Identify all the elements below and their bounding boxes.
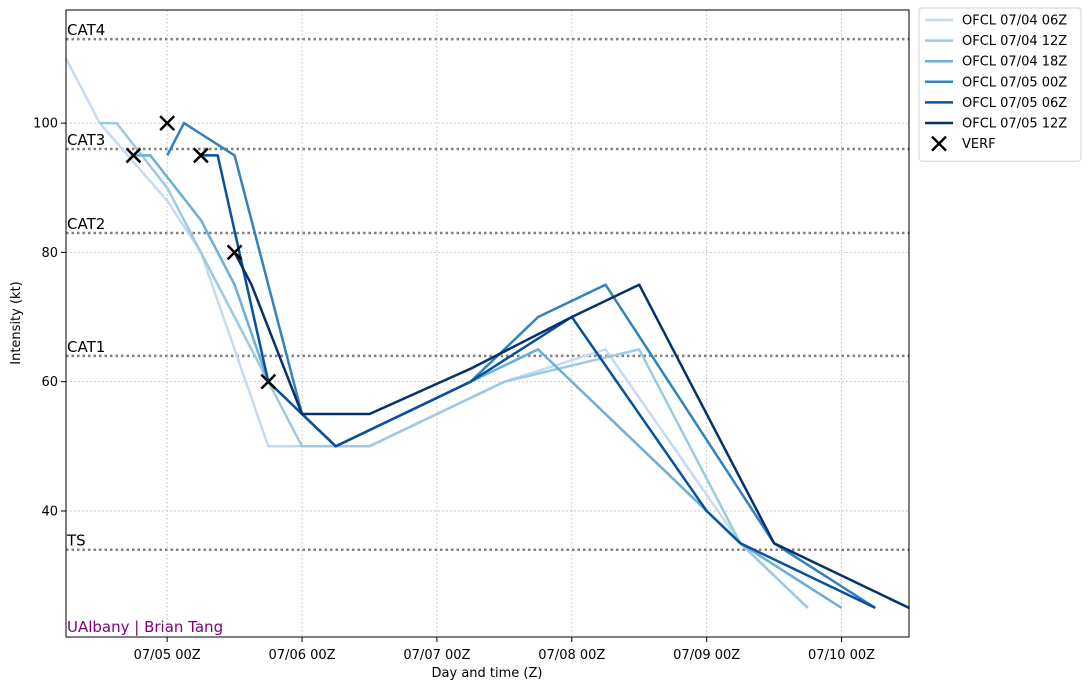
x-tick-label: 07/05 00Z (134, 648, 201, 663)
series-line (99, 121, 809, 609)
legend-label: OFCL 07/05 06Z (962, 96, 1067, 111)
legend-label: OFCL 07/04 12Z (962, 34, 1067, 49)
grid (66, 10, 909, 637)
legend-label: OFCL 07/04 18Z (962, 55, 1067, 70)
y-axis-label: Intensity (kt) (9, 281, 24, 364)
x-axis-label: Day and time (Z) (432, 666, 543, 681)
x-ticks: 07/05 00Z 07/06 00Z 07/07 00Z 07/08 00Z 07/0… (134, 637, 875, 663)
legend-box (918, 7, 1082, 162)
verf-marker (125, 147, 142, 164)
x-tick-label: 07/06 00Z (269, 648, 336, 663)
x-tick-label: 07/07 00Z (403, 648, 470, 663)
y-ticks: 40 60 80 100 (33, 117, 66, 519)
y-tick-label: 60 (41, 375, 58, 390)
threshold-label: TS (66, 532, 86, 550)
legend-label: OFCL 07/05 12Z (962, 117, 1067, 132)
threshold-label: CAT4 (67, 21, 105, 39)
y-tick-label: 100 (33, 117, 58, 132)
verf-marker (159, 115, 176, 132)
legend-verf-marker (931, 135, 947, 152)
x-tick-label: 07/09 00Z (673, 648, 740, 663)
y-tick-label: 40 (41, 504, 58, 519)
thresholds: TS CAT1 CAT2 CAT3 CAT4 (66, 21, 909, 551)
legend-label: OFCL 07/04 06Z (962, 14, 1067, 29)
threshold-label: CAT2 (67, 215, 105, 233)
threshold-label: CAT3 (67, 131, 105, 149)
verf-marker (226, 244, 243, 261)
series-lines (64, 57, 910, 610)
x-tick-label: 07/10 00Z (808, 648, 875, 663)
credit-text: UAlbany | Brian Tang (67, 618, 223, 636)
threshold-label: CAT1 (67, 338, 105, 356)
verification-markers (125, 115, 277, 390)
x-tick-label: 07/08 00Z (538, 648, 605, 663)
legend-label: VERF (962, 137, 996, 152)
plot-frame (65, 9, 910, 638)
y-tick-label: 80 (41, 246, 58, 261)
legend-label: OFCL 07/05 00Z (962, 75, 1067, 90)
legend: OFCL 07/04 06Z OFCL 07/04 12Z OFCL 07/04 1… (918, 7, 1082, 162)
series-line (64, 57, 809, 609)
verf-marker (192, 147, 209, 164)
verf-marker (260, 373, 277, 390)
series-line (233, 251, 910, 610)
